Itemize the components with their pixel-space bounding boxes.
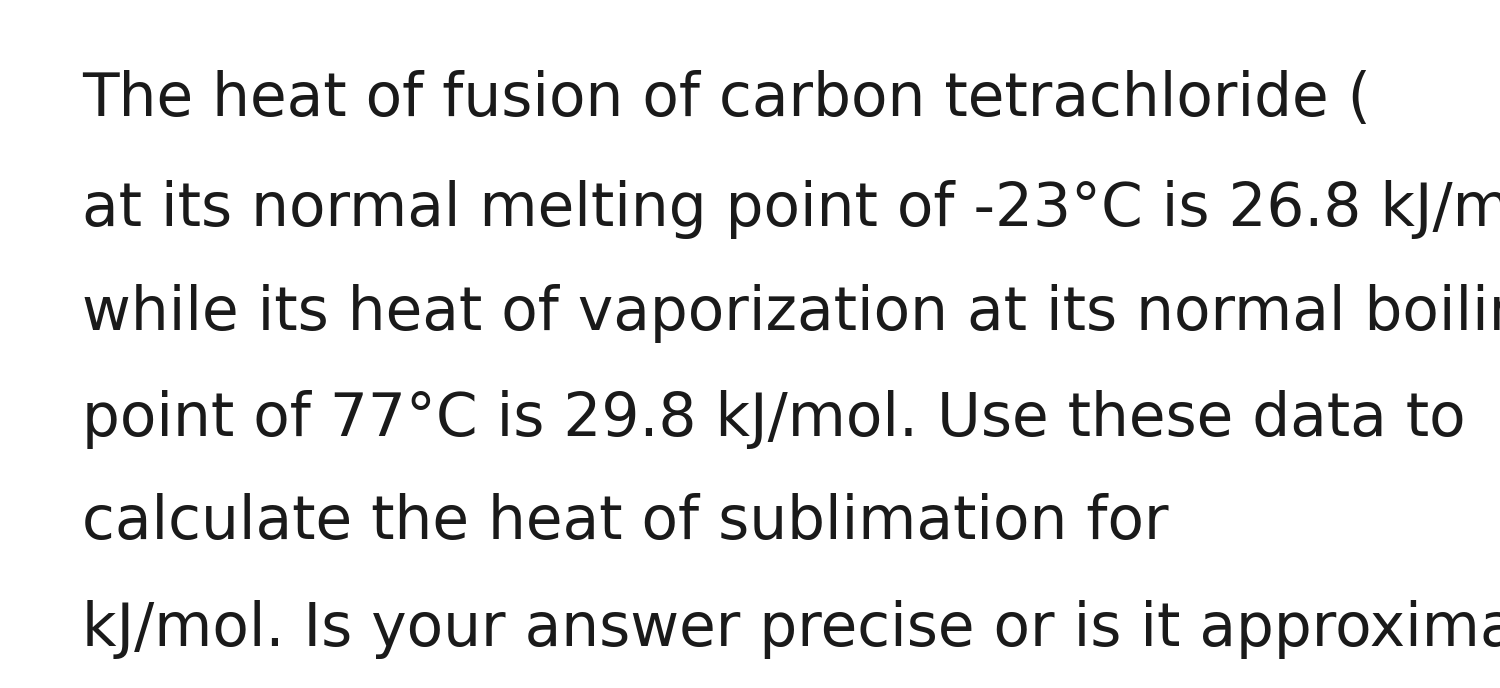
Text: at its normal melting point of -23°C is 26.8 kJ/mol,: at its normal melting point of -23°C is … <box>82 180 1500 239</box>
Text: calculate the heat of sublimation for: calculate the heat of sublimation for <box>82 493 1208 552</box>
Text: The heat of fusion of carbon tetrachloride (: The heat of fusion of carbon tetrachlori… <box>82 70 1390 129</box>
Text: while its heat of vaporization at its normal boiling: while its heat of vaporization at its no… <box>82 283 1500 343</box>
Text: point of 77°C is 29.8 kJ/mol. Use these data to: point of 77°C is 29.8 kJ/mol. Use these … <box>82 390 1466 449</box>
Text: kJ/mol. Is your answer precise or is it approximate?: kJ/mol. Is your answer precise or is it … <box>82 600 1500 659</box>
